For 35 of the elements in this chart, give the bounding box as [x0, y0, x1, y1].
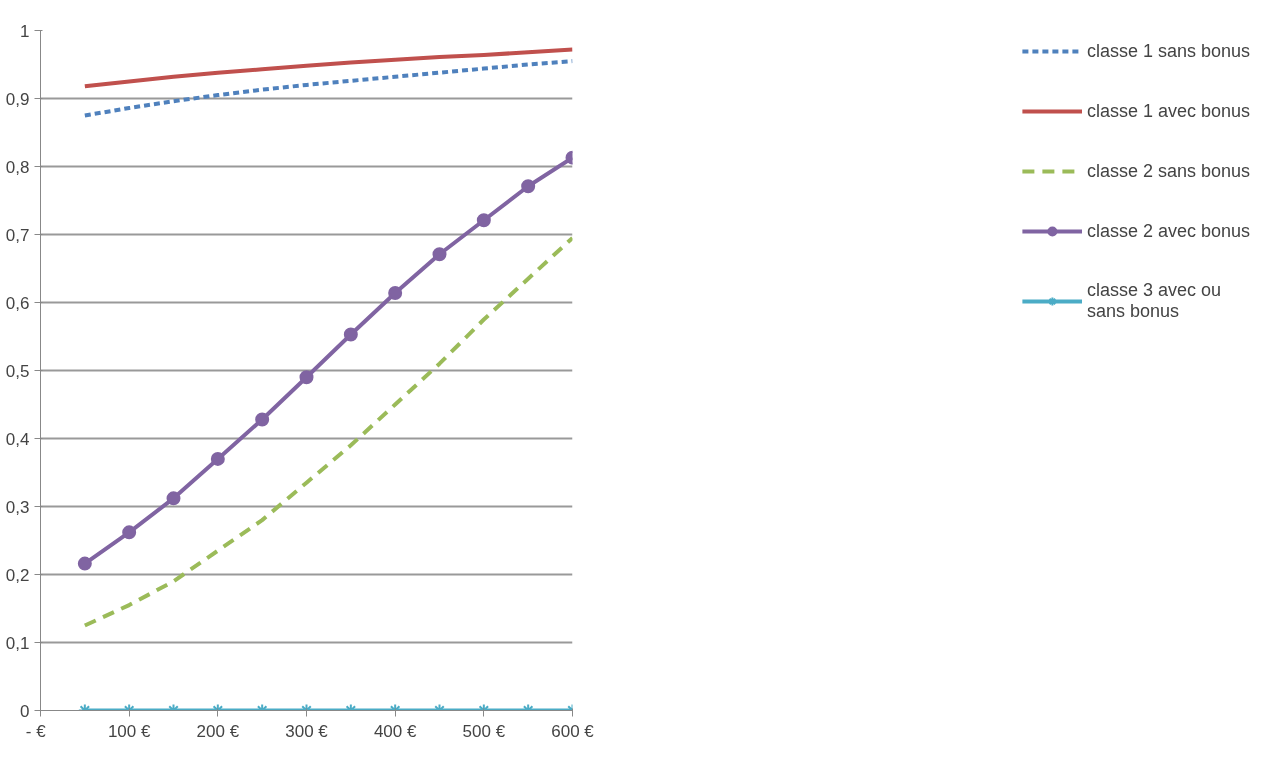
point [299, 370, 314, 385]
y-tick-label: 0 [20, 701, 30, 721]
legend-label: classe 1 sans bonus [1086, 40, 1250, 62]
y-tick-label: 0,3 [5, 497, 30, 517]
y-tick-label: 0,7 [5, 225, 30, 245]
x-tick-label: 200 € [196, 721, 240, 741]
legend-label: classe 2 avec bonus [1086, 220, 1250, 242]
x-tick-label: 300 € [285, 721, 329, 741]
x-tick-label: 100 € [107, 721, 151, 741]
point [521, 179, 536, 194]
y-tick-label: 0,5 [5, 361, 30, 381]
x-tick-label: 600 € [551, 721, 595, 741]
point [343, 327, 358, 342]
line-series [82, 47, 573, 89]
y-tick-label: 0,1 [5, 633, 30, 653]
legend-label: classe 2 sans bonus [1086, 160, 1250, 182]
point [476, 213, 491, 228]
x-tick-label: - € [25, 721, 47, 741]
line-series [82, 235, 573, 628]
point [388, 285, 403, 300]
point [210, 451, 225, 466]
x-tick-label: 400 € [373, 721, 417, 741]
y-tick-label: 0,2 [5, 565, 30, 585]
x-tick-label: 500 € [462, 721, 506, 741]
y-tick-label: 0,4 [5, 429, 30, 449]
point [166, 491, 181, 506]
y-tick-label: 0,8 [5, 157, 30, 177]
legend-label: classe 1 avec bonus [1086, 100, 1250, 122]
y-tick-label: 1 [20, 21, 30, 41]
line-series [82, 59, 573, 118]
y-tick-label: 0,6 [5, 293, 30, 313]
point [255, 412, 270, 427]
point [432, 247, 447, 262]
legend-label: classe 3 avec ou sans bonus [1086, 280, 1221, 322]
y-tick-label: 0,9 [5, 89, 30, 109]
